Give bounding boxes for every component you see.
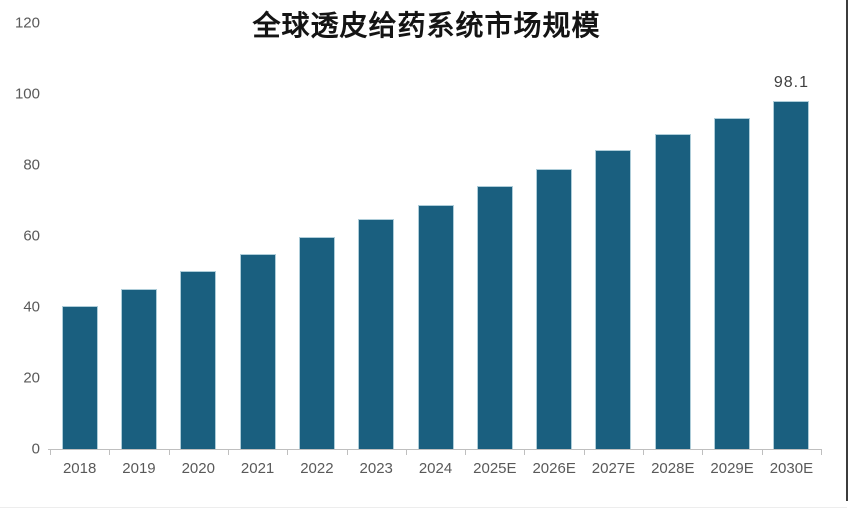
bar-2019 [120, 289, 157, 449]
bar-cell-2022 [287, 23, 346, 449]
bar-cell-2020 [169, 23, 228, 449]
bar-2025E [476, 186, 513, 449]
bar-cell-2026E [525, 23, 584, 449]
bar-cell-2024 [406, 23, 465, 449]
bar-2018 [61, 306, 98, 449]
bar-cell-2023 [347, 23, 406, 449]
bar-cell-2030E: 98.1 [762, 23, 821, 449]
bar-cell-2019 [109, 23, 168, 449]
chart-title: 全球透皮给药系统市场规模 [252, 11, 601, 42]
bar-cell-2029E [702, 23, 761, 449]
x-axis-labels: 2018 2019 2020 2021 2022 2023 2024 2025E 2026E 20… [50, 460, 821, 478]
x-axis-label-2030E: 2030E [769, 460, 814, 477]
bars-container: 98.1 [50, 23, 821, 449]
bar-cell-2025E [465, 23, 524, 449]
y-tick-label-120: 120 [14, 14, 40, 32]
x-axis-label-2028E: 2028E [651, 460, 695, 477]
x-axis-label-2018: 2018 [62, 460, 97, 477]
x-axis-label-2029E: 2029E [710, 460, 754, 477]
window-bottom-line [0, 507, 847, 508]
x-axis-label-2024: 2024 [418, 460, 453, 477]
y-tick-label-40: 40 [23, 298, 40, 316]
bar-cell-2028E [643, 23, 702, 449]
x-axis-label-2023: 2023 [359, 460, 393, 477]
bar-2027E [595, 150, 632, 449]
bar-cell-2018 [50, 23, 109, 449]
x-tick-mark [524, 450, 526, 455]
x-tick-mark [168, 450, 170, 455]
bar-2021 [239, 254, 276, 449]
bar-2024 [417, 205, 454, 449]
x-tick-mark [702, 450, 704, 455]
x-tick-mark [346, 450, 348, 455]
bar-2028E [654, 134, 691, 449]
x-axis-label-2021: 2021 [240, 460, 275, 477]
x-axis-line [48, 448, 822, 450]
x-axis-label-2026E: 2026E [532, 460, 576, 477]
x-axis-label-2020: 2020 [181, 460, 215, 477]
x-axis-label-2019: 2019 [122, 460, 156, 477]
x-axis-label-2027E: 2027E [591, 460, 636, 477]
y-tick-label-60: 60 [23, 227, 40, 245]
plot-area: 98.1 [50, 23, 821, 449]
bar-2020 [180, 271, 217, 449]
y-tick-label-0: 0 [31, 440, 40, 458]
x-tick-mark [821, 450, 822, 455]
bar-cell-2027E [584, 23, 643, 449]
x-tick-mark [109, 450, 111, 455]
x-tick-mark [761, 450, 763, 455]
y-tick-label-20: 20 [23, 369, 40, 387]
bar-cell-2021 [228, 23, 287, 449]
x-tick-mark [287, 450, 289, 455]
x-axis-label-2022: 2022 [300, 460, 334, 477]
data-label-2030E: 98.1 [773, 74, 809, 91]
bar-2023 [358, 219, 395, 449]
x-tick-mark [643, 450, 645, 455]
x-tick-mark [50, 450, 51, 455]
y-tick-label-80: 80 [23, 156, 40, 174]
bar-2030E [773, 101, 810, 449]
bar-2029E [714, 118, 751, 449]
x-tick-mark [583, 450, 585, 455]
x-axis-label-2025E: 2025E [473, 460, 517, 477]
bar-2026E [536, 169, 573, 449]
x-tick-mark [227, 450, 229, 455]
x-tick-mark [465, 450, 467, 455]
x-tick-mark [405, 450, 407, 455]
bar-2022 [298, 237, 335, 449]
window-right-border [846, 0, 848, 501]
y-tick-label-100: 100 [14, 85, 40, 103]
